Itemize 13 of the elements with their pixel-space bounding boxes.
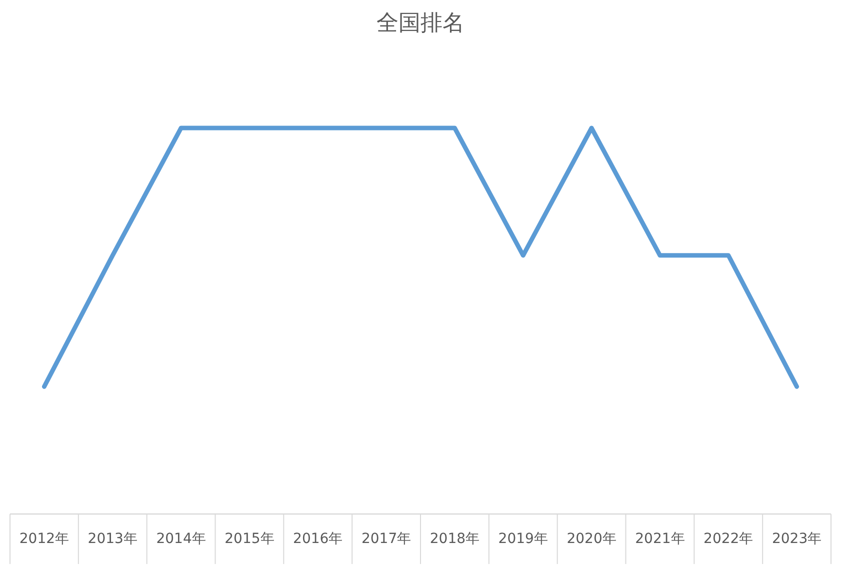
- x-tick-label: 2022年: [704, 531, 754, 547]
- x-tick-label: 2018年: [430, 531, 480, 547]
- x-tick-label: 2017年: [361, 531, 412, 547]
- x-tick-label: 2013年: [88, 531, 138, 547]
- x-tick-label: 2019年: [498, 531, 548, 547]
- x-tick-label: 2023年: [772, 531, 822, 547]
- x-tick-label: 2012年: [19, 531, 70, 547]
- x-tick-label: 2015年: [224, 531, 274, 547]
- chart-title: 全国排名: [376, 11, 464, 36]
- x-tick-label: 2014年: [156, 531, 206, 547]
- x-tick-label: 2016年: [293, 531, 343, 547]
- x-tick-label: 2021年: [635, 531, 685, 547]
- x-tick-label: 2020年: [566, 531, 616, 547]
